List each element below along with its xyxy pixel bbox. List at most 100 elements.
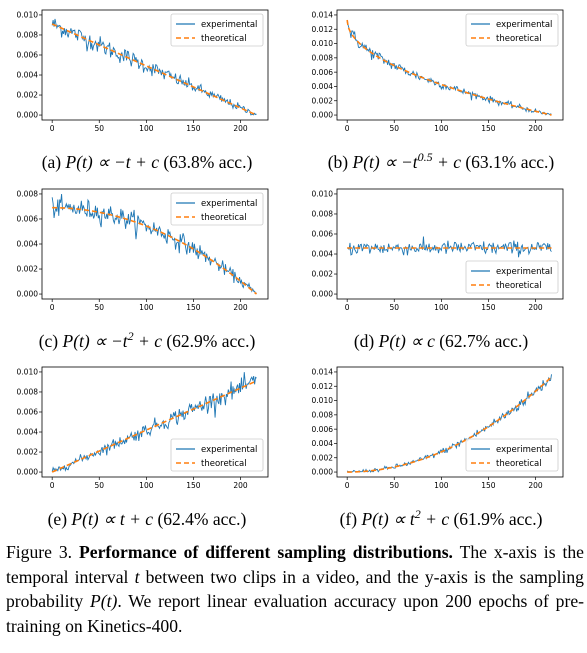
x-tick-label: 100 <box>139 303 154 312</box>
y-tick-label: 0.008 <box>312 410 334 419</box>
x-tick-label: 0 <box>50 481 55 490</box>
y-tick-label: 0.004 <box>312 439 334 448</box>
legend-label-experimental: experimental <box>496 20 552 30</box>
x-tick-label: 150 <box>481 124 496 133</box>
x-tick-label: 200 <box>528 481 543 490</box>
theoretical-line <box>51 23 257 116</box>
panel-d: 0 50 100 150 200 0.000 0.002 0.004 0.006 0.008 0.0… <box>312 188 564 351</box>
y-tick-label: 0.002 <box>312 96 334 105</box>
y-tick-label: 0.006 <box>312 68 334 77</box>
subcaption-a: (a) P(t) ∝ −t + c (63.8% acc.) <box>42 152 253 172</box>
y-tick-label: 0.010 <box>17 11 39 20</box>
x-tick-label: 100 <box>434 481 449 490</box>
caption-var-pt: P(t) <box>90 591 118 611</box>
panel-e: 0 50 100 150 200 0.000 0.002 0.004 0.006 0.008 0.0… <box>17 366 269 529</box>
legend-label-experimental: experimental <box>201 20 257 30</box>
panel-c: 0 50 100 150 200 0.000 0.002 0.004 0.006 0.008 exp… <box>17 188 269 351</box>
theoretical-line <box>52 206 258 295</box>
theoretical-line <box>51 380 257 473</box>
y-tick-label: 0.008 <box>17 388 39 397</box>
x-tick-label: 50 <box>389 481 399 490</box>
x-tick-label: 50 <box>389 124 399 133</box>
legend-label-theoretical: theoretical <box>201 34 247 44</box>
y-tick-label: 0.004 <box>17 240 39 249</box>
x-tick-label: 50 <box>94 481 104 490</box>
x-tick-label: 0 <box>50 124 55 133</box>
y-tick-label: 0.000 <box>17 468 39 477</box>
plot-frame <box>336 366 564 478</box>
legend: experimental theoretical <box>465 13 559 47</box>
experimental-line <box>347 236 552 258</box>
x-tick-label: 0 <box>50 303 55 312</box>
legend: experimental theoretical <box>170 192 264 226</box>
y-tick-label: 0.000 <box>312 290 334 299</box>
experimental-line <box>51 18 257 116</box>
y-tick-label: 0.010 <box>17 368 39 377</box>
x-tick-label: 200 <box>528 124 543 133</box>
y-tick-label: 0.006 <box>312 230 334 239</box>
x-tick-label: 200 <box>233 303 248 312</box>
caption-label: Figure 3. <box>6 542 73 562</box>
y-tick-label: 0.002 <box>312 453 334 462</box>
y-tick-label: 0.006 <box>312 425 334 434</box>
x-tick-label: 100 <box>434 303 449 312</box>
y-tick-label: 0.010 <box>312 190 334 199</box>
x-tick-label: 150 <box>186 124 201 133</box>
y-tick-label: 0.000 <box>312 111 334 120</box>
x-tick-label: 100 <box>434 124 449 133</box>
caption-title: Performance of different sampling distri… <box>79 542 453 562</box>
legend-label-experimental: experimental <box>201 445 257 455</box>
legend-label-theoretical: theoretical <box>496 34 542 44</box>
legend: experimental theoretical <box>465 260 559 294</box>
x-tick-label: 150 <box>481 481 496 490</box>
legend-label-experimental: experimental <box>496 445 552 455</box>
y-tick-label: 0.008 <box>17 190 39 199</box>
x-tick-label: 50 <box>389 303 399 312</box>
figure-panels: 0 50 100 150 200 0.000 0.002 0.004 0.006 0.008 0.0… <box>17 9 564 529</box>
y-tick-label: 0.000 <box>17 290 39 299</box>
plot-frame <box>336 9 564 121</box>
y-tick-label: 0.002 <box>17 448 39 457</box>
x-tick-label: 200 <box>528 303 543 312</box>
y-tick-label: 0.006 <box>17 408 39 417</box>
y-tick-label: 0.012 <box>312 25 334 34</box>
caption-text-2: between two clips in a video, and the y-… <box>6 566 584 612</box>
y-tick-label: 0.000 <box>17 111 39 120</box>
legend-label-experimental: experimental <box>201 199 257 209</box>
y-tick-label: 0.004 <box>312 82 334 91</box>
x-tick-label: 50 <box>94 124 104 133</box>
y-tick-label: 0.010 <box>312 396 334 405</box>
plot-frame <box>41 9 269 121</box>
legend: experimental theoretical <box>170 438 264 472</box>
legend-label-theoretical: theoretical <box>496 281 542 291</box>
x-tick-label: 100 <box>139 124 154 133</box>
subcaption-f: (f) P(t) ∝ t2 + c (61.9% acc.) <box>340 507 543 529</box>
y-tick-label: 0.014 <box>312 11 334 20</box>
y-tick-label: 0.004 <box>17 428 39 437</box>
x-tick-label: 150 <box>186 481 201 490</box>
y-tick-label: 0.014 <box>312 368 334 377</box>
plot-frame <box>41 366 269 478</box>
x-tick-label: 150 <box>481 303 496 312</box>
subcaption-e: (e) P(t) ∝ t + c (62.4% acc.) <box>48 509 247 529</box>
subcaption-d: (d) P(t) ∝ c (62.7% acc.) <box>354 331 528 351</box>
y-tick-label: 0.010 <box>312 39 334 48</box>
y-tick-label: 0.002 <box>17 265 39 274</box>
x-tick-label: 0 <box>345 481 350 490</box>
panel-f: 0 50 100 150 200 0.000 0.002 0.004 0.006 0.008 0.0… <box>312 366 564 529</box>
legend: experimental theoretical <box>465 438 559 472</box>
x-tick-label: 200 <box>233 124 248 133</box>
y-tick-label: 0.012 <box>312 382 334 391</box>
experimental-line <box>346 21 552 116</box>
y-tick-label: 0.008 <box>312 53 334 62</box>
y-tick-label: 0.008 <box>17 31 39 40</box>
figure-caption: Figure 3. Performance of different sampl… <box>6 540 584 638</box>
legend: experimental theoretical <box>170 13 264 47</box>
x-tick-label: 100 <box>139 481 154 490</box>
x-tick-label: 0 <box>345 124 350 133</box>
legend-label-theoretical: theoretical <box>201 459 247 469</box>
caption-var-t: t <box>134 566 140 587</box>
y-tick-label: 0.002 <box>312 270 334 279</box>
x-tick-label: 150 <box>186 303 201 312</box>
y-tick-label: 0.000 <box>312 468 334 477</box>
